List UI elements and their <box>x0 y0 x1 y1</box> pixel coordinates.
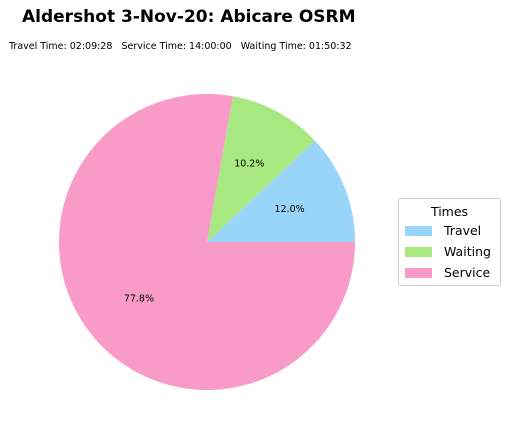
waiting-time-text: Waiting Time: 01:50:32 <box>240 41 352 52</box>
legend-item-travel: Travel <box>399 221 500 242</box>
legend-swatch-service <box>405 268 432 278</box>
chart-subtitle: Travel Time: 02:09:28 Service Time: 14:0… <box>9 41 358 52</box>
legend-label-travel: Travel <box>444 223 482 238</box>
legend-item-waiting: Waiting <box>399 242 500 263</box>
pie-label-travel: 12.0% <box>274 204 304 215</box>
legend-swatch-travel <box>405 226 432 236</box>
legend: Times Travel Waiting Service <box>398 198 501 286</box>
legend-title: Times <box>430 204 469 219</box>
travel-time-text: Travel Time: 02:09:28 <box>9 41 113 52</box>
service-time-text: Service Time: 14:00:00 <box>121 41 232 52</box>
pie-slice-travel <box>207 140 355 242</box>
legend-swatch-waiting <box>405 247 432 257</box>
legend-label-waiting: Waiting <box>444 244 491 259</box>
pie-slice-service <box>59 94 356 391</box>
chart-title: Aldershot 3-Nov-20: Abicare OSRM <box>22 7 356 27</box>
pie-label-service: 77.8% <box>124 294 154 305</box>
pie-label-waiting: 10.2% <box>234 158 264 169</box>
legend-label-service: Service <box>444 265 491 280</box>
legend-item-service: Service <box>399 263 500 284</box>
pie-slice-waiting <box>207 96 315 242</box>
